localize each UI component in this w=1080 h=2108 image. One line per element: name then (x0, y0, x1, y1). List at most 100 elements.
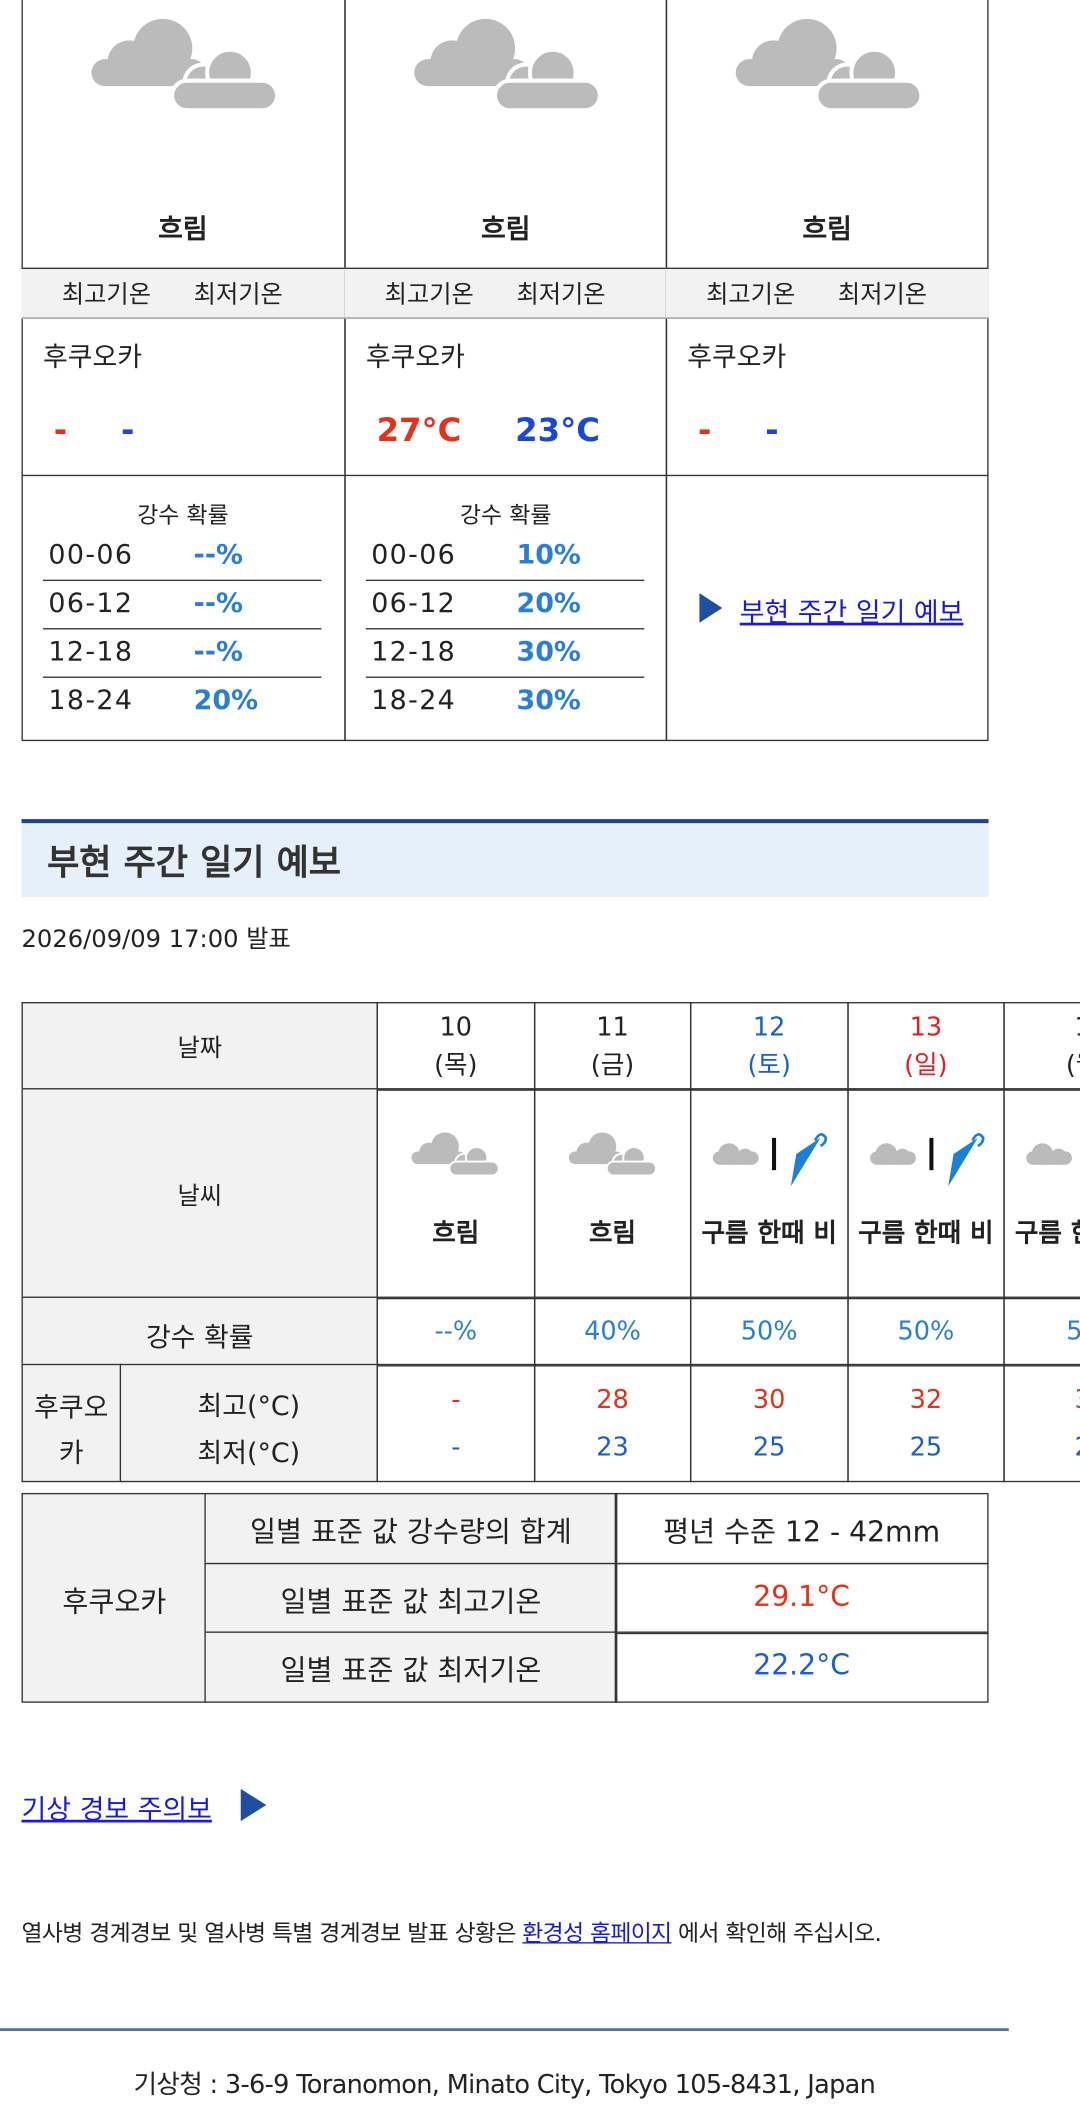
divider (344, 474, 668, 477)
high-temp: 27°C (376, 411, 462, 450)
cloud-icon (411, 1132, 500, 1177)
label: 최고(°C) (197, 1389, 301, 1422)
precip-cell (1003, 1296, 1080, 1367)
label-cell (21, 1363, 123, 1483)
high: 32 (909, 1385, 943, 1415)
weather-text: 흐림 (432, 1218, 480, 1249)
weather-text: 흐림 (588, 1218, 637, 1249)
cloud-icon (568, 1132, 657, 1177)
precip-line (43, 579, 322, 582)
label-cell (21, 1296, 378, 1367)
day: 11 (596, 1012, 629, 1043)
precip-value: --% (193, 586, 243, 619)
temp-row: 27°C 23°C (377, 412, 600, 450)
notice-link[interactable]: 환경성 홈페이지 (522, 1920, 672, 1948)
rain-icon (1026, 1143, 1072, 1165)
temp-cell (376, 1363, 536, 1483)
warning-link[interactable]: 기상 경보 주의보 (21, 1792, 212, 1826)
weekday: (금) (590, 1050, 635, 1081)
high-temp: - (698, 411, 712, 450)
normals-label-cell (204, 1492, 618, 1565)
precip-time: 06-12 (48, 586, 134, 619)
precip-value: 10% (516, 538, 581, 571)
weather-cell (533, 1088, 692, 1300)
day: 1 (1003, 1013, 1080, 1043)
weather-text: 구름 한때 비 (701, 1218, 837, 1249)
temp-header: 최고기온 (61, 281, 151, 310)
normals-label-cell (204, 1631, 618, 1703)
precip-line (43, 676, 322, 679)
normals-value: 29.1°C (753, 1579, 850, 1612)
section-header (21, 819, 989, 898)
rain-icon (869, 1133, 984, 1187)
normals-value-cell (614, 1631, 989, 1703)
label: 날씨 (177, 1182, 223, 1211)
weather-icon (567, 1132, 657, 1177)
normals-location: 후쿠오카 (62, 1585, 167, 1619)
label: 강수 확률 (145, 1320, 254, 1354)
weekday: (월 (1065, 1050, 1080, 1081)
temp-row: -- (54, 412, 135, 450)
normals-value: 22.2°C (753, 1648, 850, 1682)
normals-value-cell (614, 1562, 989, 1634)
label: 날짜 (177, 1034, 223, 1063)
high: 30 (752, 1385, 786, 1415)
card (665, 0, 989, 742)
day: 13 (909, 1012, 943, 1043)
day: 12 (752, 1012, 786, 1043)
high: 3 (1003, 1385, 1080, 1415)
low: 2 (1003, 1432, 1080, 1462)
precip-time: 06-12 (371, 586, 457, 619)
low-temp: - (765, 411, 779, 450)
high: - (451, 1385, 461, 1415)
divider (665, 474, 989, 477)
temp-header: 최저기온 (837, 281, 928, 310)
normals-label: 일별 표준 값 최고기온 (280, 1585, 542, 1618)
cloud-icon (735, 18, 924, 113)
cloud-icon (91, 18, 280, 113)
label: 최저(°C) (197, 1436, 301, 1469)
section-title: 부현 주간 일기 예보 (47, 843, 341, 884)
cloud-icon (414, 18, 602, 113)
precip-line (365, 676, 645, 679)
weather-cell (1003, 1088, 1080, 1300)
temp-cell (689, 1363, 849, 1483)
normals-label: 일별 표준 값 강수량의 합계 (250, 1515, 572, 1549)
weekday: (일) (904, 1050, 948, 1081)
weekly-link[interactable]: 부현 주간 일기 예보 (739, 595, 964, 629)
precip-line (365, 579, 645, 582)
location: 후쿠오카 (365, 340, 465, 373)
normals-location-cell (21, 1492, 208, 1703)
temp-header: 최저기온 (516, 281, 606, 310)
temp-cell (1003, 1363, 1080, 1483)
notice: 열사병 경계경보 및 열사병 특별 경계경보 발표 상황은 환경성 홈페이지 에… (22, 1914, 882, 1948)
temp-header: 최저기온 (193, 281, 283, 310)
weather-icon (1021, 1127, 1080, 1186)
low: 25 (909, 1432, 943, 1463)
notice-text: 열사병 경계경보 및 열사병 특별 경계경보 발표 상황은 (21, 1920, 523, 1948)
temp-cell (533, 1363, 692, 1483)
low-temp: 23°C (515, 411, 600, 450)
temp-header: 최고기온 (706, 281, 796, 310)
notice-text: 에서 확인해 주십시오. (671, 1920, 882, 1948)
weather-text: 흐림 (158, 212, 208, 245)
precip-value: --% (193, 634, 243, 668)
weekday: (목) (434, 1050, 478, 1081)
precip-value: 20% (193, 683, 259, 716)
weather-text: 흐림 (802, 212, 852, 245)
precip: 50 (1003, 1317, 1080, 1347)
temp-header-row (344, 267, 668, 319)
precip-value: 30% (516, 683, 581, 716)
low: 25 (752, 1432, 786, 1463)
temp-header-row (21, 267, 345, 319)
weather-icon (89, 18, 280, 113)
normals-label: 일별 표준 값 최저기온 (280, 1654, 542, 1687)
label-cell (21, 1088, 378, 1300)
weather-text: 흐림 (480, 212, 531, 245)
weekday: (토) (747, 1050, 791, 1081)
precip-time: 12-18 (371, 634, 457, 668)
footer-rule (0, 2028, 1009, 2031)
weather-icon (412, 18, 602, 113)
link-arrow (240, 1788, 267, 1822)
